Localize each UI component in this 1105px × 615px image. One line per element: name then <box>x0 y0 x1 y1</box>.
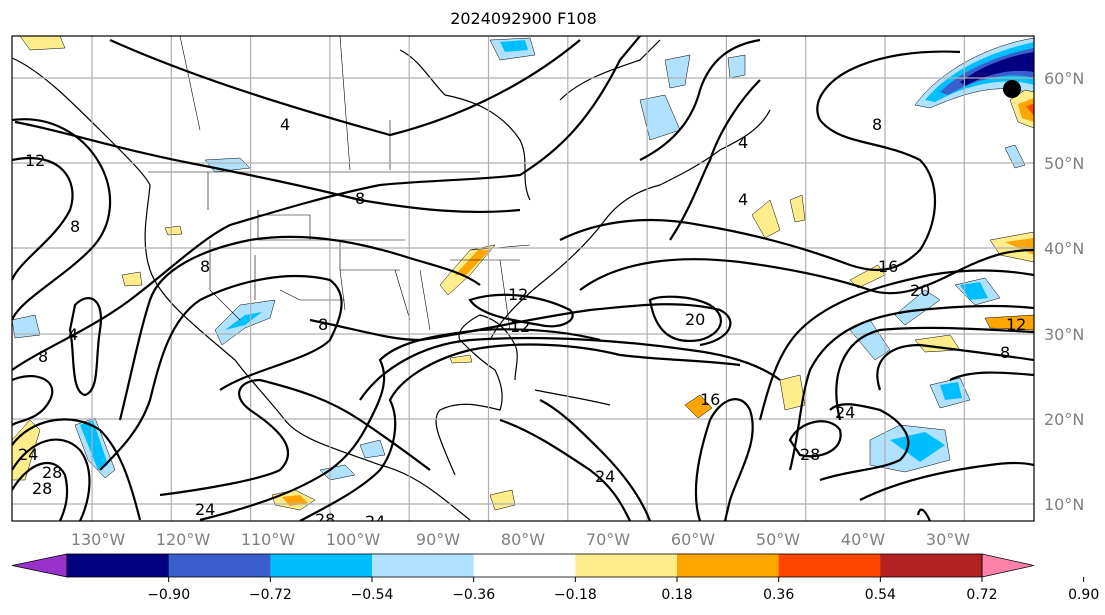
colorbar-segment <box>372 554 475 577</box>
longitude-label: 130°W <box>71 530 126 549</box>
contour-label: 28 <box>800 445 820 464</box>
colorbar-tick-label: 0.18 <box>661 587 692 603</box>
contour-label: 24 <box>595 467 615 486</box>
colorbar-extend-high <box>981 553 1035 578</box>
colorbar-segment <box>575 554 678 577</box>
contour-label: 12 <box>510 317 530 336</box>
contour-label: 28 <box>315 510 335 529</box>
latitude-label: 60°N <box>1044 69 1084 88</box>
contour-label: 8 <box>1000 343 1010 362</box>
longitude-label: 120°W <box>156 530 211 549</box>
contour-label: 16 <box>878 257 898 276</box>
contour-label: 8 <box>355 189 365 208</box>
longitude-label: 70°W <box>586 530 630 549</box>
colorbar-tick-label: 0.72 <box>966 587 997 603</box>
contour-labels: 12 8 4 8 8 4 8 8 12 12 20 16 20 12 8 8 1… <box>18 115 1026 531</box>
longitude-label: 80°W <box>501 530 545 549</box>
contour-label: 12 <box>1006 315 1026 334</box>
latitude-labels: 60°N 50°N 40°N 30°N 20°N 10°N <box>1044 69 1084 514</box>
colorbar-tick-label: 0.36 <box>763 587 794 603</box>
colorbar-tick-label: 0.54 <box>865 587 896 603</box>
colorbar-segment <box>67 554 170 577</box>
colorbar-tick-label: −0.36 <box>452 587 495 603</box>
colorbar-segment <box>677 554 780 577</box>
contour-label: 8 <box>318 315 328 334</box>
colorbar: −0.90 −0.72 −0.54 −0.36 −0.18 0.18 0.36 0.54 0.7… <box>11 553 1099 603</box>
contour-label: 28 <box>42 463 62 482</box>
shaded-areas <box>12 36 1034 511</box>
contour-label: 4 <box>280 115 290 134</box>
contour-label: 4 <box>738 190 748 209</box>
contour-label: 4 <box>738 133 748 152</box>
colorbar-tick-label: −0.54 <box>351 587 394 603</box>
colorbar-segment <box>473 554 576 577</box>
latitude-label: 40°N <box>1044 239 1084 258</box>
colorbar-segment <box>168 554 271 577</box>
latitude-label: 50°N <box>1044 154 1084 173</box>
latitude-label: 10°N <box>1044 495 1084 514</box>
contour-label: 20 <box>685 310 705 329</box>
latitude-label: 20°N <box>1044 410 1084 429</box>
colorbar-segment <box>270 554 373 577</box>
colorbar-segment <box>778 554 881 577</box>
longitude-label: 110°W <box>241 530 296 549</box>
contour-label: 8 <box>200 257 210 276</box>
contour-label: 8 <box>38 347 48 366</box>
contour-label: 8 <box>872 115 882 134</box>
colorbar-extend-low <box>11 553 68 578</box>
colorbar-segment <box>880 554 983 577</box>
map-frame <box>11 35 1035 522</box>
longitude-labels: 130°W 120°W 110°W 100°W 90°W 80°W 70°W 60°W 50°W… <box>71 530 970 549</box>
colorbar-tick-label: −0.90 <box>147 587 190 603</box>
colorbar-frame <box>66 553 983 578</box>
contour-lines <box>12 36 1034 521</box>
colorbar-tick-label: 0.90 <box>1068 587 1099 603</box>
contour-label: 28 <box>32 479 52 498</box>
contour-label: 16 <box>700 390 720 409</box>
longitude-label: 40°W <box>841 530 885 549</box>
longitude-label: 30°W <box>926 530 970 549</box>
longitude-label: 60°W <box>671 530 715 549</box>
contour-label: 20 <box>910 281 930 300</box>
longitude-label: 90°W <box>416 530 460 549</box>
graticule <box>12 36 1034 521</box>
contour-label: 8 <box>70 217 80 236</box>
contour-label: 4 <box>68 325 78 344</box>
contour-label: 24 <box>18 445 38 464</box>
location-marker <box>1003 80 1021 98</box>
colorbar-tick-label: −0.72 <box>249 587 292 603</box>
contour-label: 24 <box>365 512 385 531</box>
colorbar-tick-label: −0.18 <box>554 587 597 603</box>
contour-label: 12 <box>508 285 528 304</box>
contour-label: 24 <box>195 500 215 519</box>
contour-label: 12 <box>25 151 45 170</box>
latitude-label: 30°N <box>1044 325 1084 344</box>
longitude-label: 50°W <box>756 530 800 549</box>
contour-label: 24 <box>835 403 855 422</box>
map-title: 2024092900 F108 <box>450 9 597 28</box>
longitude-label: 100°W <box>326 530 381 549</box>
